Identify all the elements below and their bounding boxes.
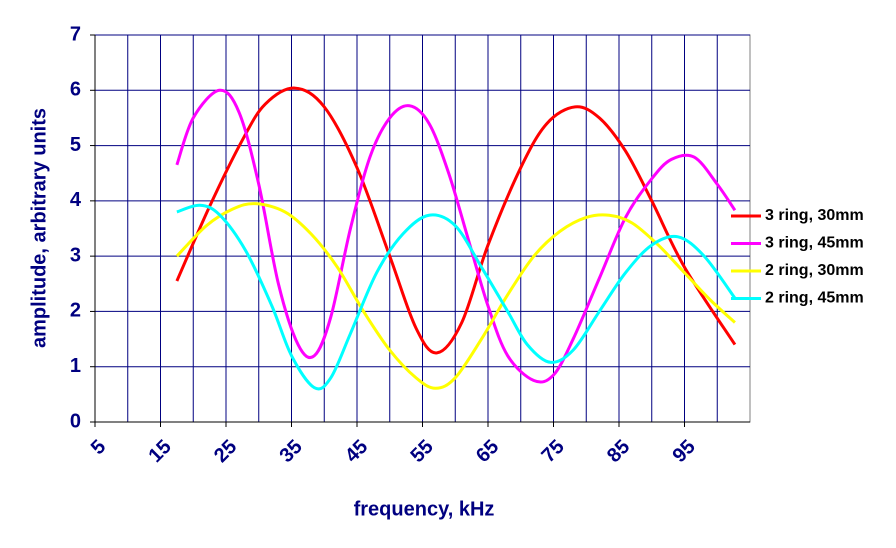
y-tick-label: 4: [70, 189, 82, 211]
x-axis-title: frequency, kHz: [354, 498, 495, 520]
legend-label: 3 ring, 45mm: [765, 235, 864, 252]
x-tick-label: 5: [87, 436, 110, 459]
y-tick-label: 3: [70, 244, 81, 266]
legend-label: 2 ring, 30mm: [765, 262, 864, 279]
legend-label: 3 ring, 30mm: [765, 207, 864, 224]
x-tick-label: 65: [472, 436, 503, 467]
x-tick-label: 75: [537, 436, 568, 467]
y-tick-label: 7: [70, 23, 81, 45]
x-tick-label: 95: [668, 436, 699, 467]
line-series: [175, 86, 737, 355]
line-series: [176, 203, 737, 391]
y-tick-label: 1: [70, 355, 81, 377]
y-tick-label: 0: [70, 410, 81, 432]
y-axis-title: amplitude, arbitrary units: [28, 108, 50, 348]
x-tick-label: 25: [210, 436, 241, 467]
x-tick-label: 85: [603, 436, 634, 467]
line-series: [175, 88, 737, 384]
x-tick-label: 15: [144, 436, 175, 467]
line-series: [175, 202, 736, 390]
y-tick-label: 6: [70, 79, 81, 101]
legend-label: 2 ring, 45mm: [765, 290, 864, 307]
x-tick-label: 55: [406, 436, 437, 467]
y-tick-label: 5: [70, 134, 81, 156]
x-tick-label: 45: [341, 436, 372, 467]
x-tick-label: 35: [275, 436, 306, 467]
y-tick-label: 2: [70, 300, 81, 322]
